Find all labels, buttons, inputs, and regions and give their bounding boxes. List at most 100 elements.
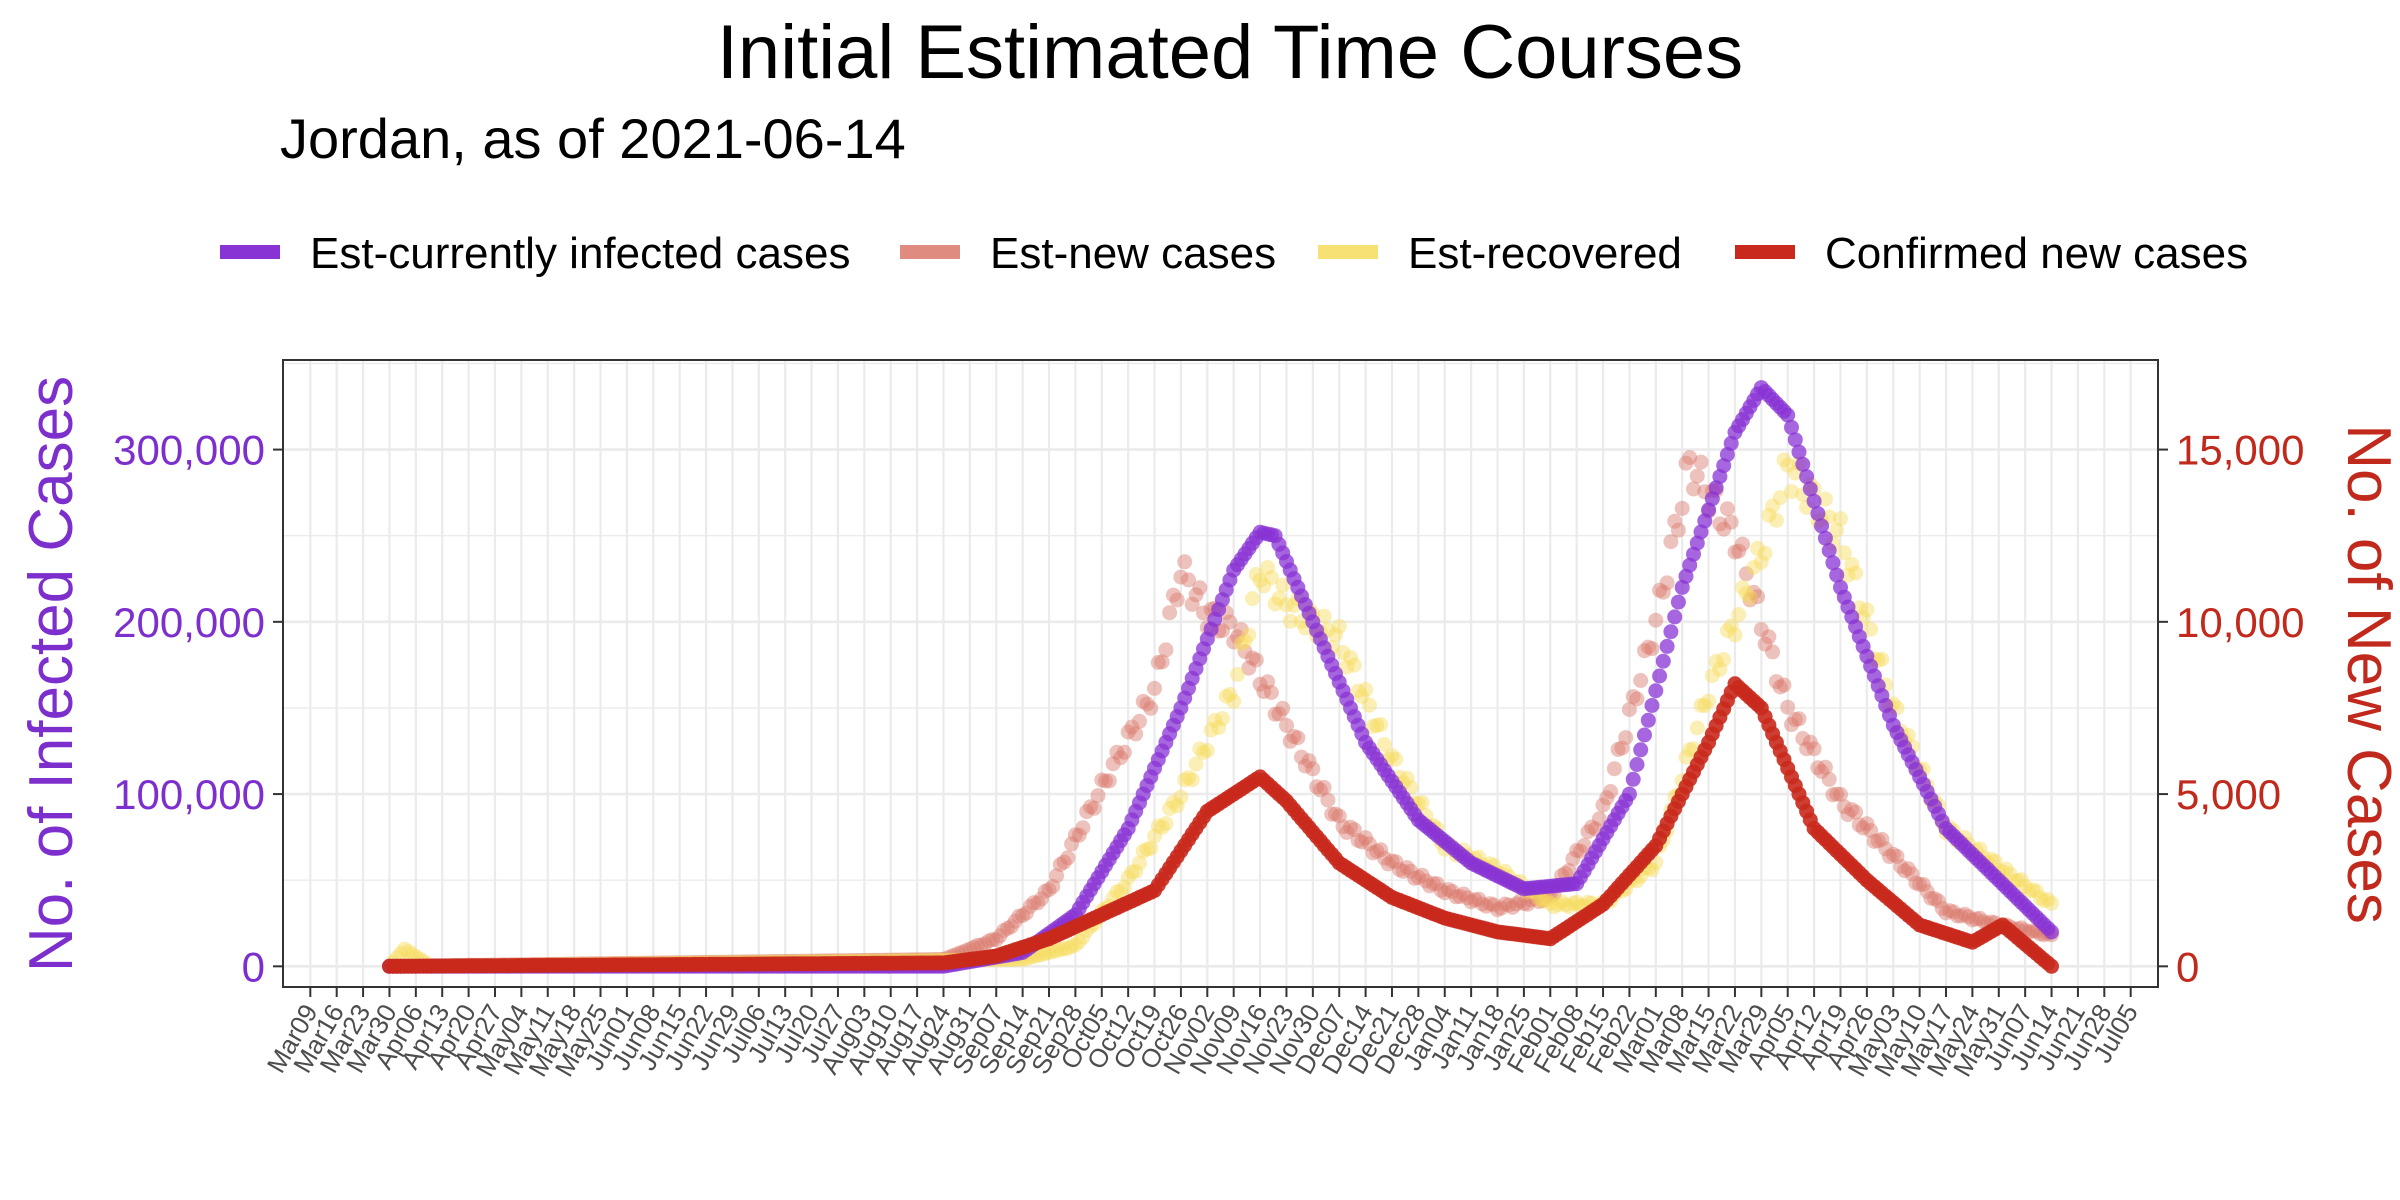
data-point: [1305, 761, 1321, 777]
data-point: [1844, 802, 1860, 818]
data-point: [1915, 877, 1931, 892]
data-point: [1139, 696, 1155, 712]
data-point: [1848, 804, 1864, 820]
data-point: [1067, 827, 1083, 843]
data-point: [1124, 864, 1140, 880]
data-point: [1034, 891, 1049, 907]
data-point: [1591, 811, 1607, 827]
data-point: [1968, 911, 1984, 927]
data-point: [1776, 452, 1792, 468]
data-point: [2044, 895, 2059, 911]
data-point: [1550, 897, 1566, 913]
data-point: [1761, 507, 1777, 523]
data-point: [1173, 789, 1189, 805]
data-point: [1320, 792, 1336, 808]
y-axis-right-title: No. of New Cases: [2334, 424, 2400, 924]
data-point: [1806, 741, 1822, 757]
data-point: [1248, 652, 1264, 668]
data-point: [1927, 891, 1943, 907]
data-point: [1719, 623, 1735, 639]
data-point: [1931, 893, 1946, 909]
data-point: [1938, 905, 1954, 921]
data-point: [1169, 798, 1185, 814]
data-point: [1840, 807, 1856, 823]
data-point: [1520, 896, 1536, 912]
data-point: [1885, 846, 1901, 862]
data-point: [397, 941, 412, 957]
data-point: [1162, 800, 1178, 816]
y-left-tick-label: 200,000: [113, 599, 265, 646]
data-point: [1101, 773, 1117, 789]
data-point: [1214, 623, 1230, 639]
data-point: [1670, 594, 1686, 610]
data-point: [1181, 770, 1196, 786]
data-point: [1105, 756, 1121, 772]
data-point: [1621, 786, 1637, 802]
data-point: [1256, 578, 1272, 594]
data-point: [1810, 760, 1826, 776]
data-point: [1037, 883, 1053, 899]
series-recovered: [382, 452, 2059, 974]
data-point: [1392, 862, 1407, 878]
data-point: [1343, 650, 1358, 666]
data-point: [1173, 569, 1189, 585]
data-point: [1531, 894, 1547, 910]
data-point: [1904, 866, 1920, 882]
data-point: [1629, 757, 1645, 772]
data-point: [1546, 899, 1562, 915]
data-point: [1331, 808, 1347, 824]
data-point: [1844, 556, 1860, 572]
data-point: [1181, 572, 1196, 588]
data-point: [1410, 869, 1426, 885]
data-point: [1833, 786, 1848, 802]
data-point: [1493, 900, 1509, 916]
data-point: [1256, 684, 1272, 700]
data-point: [1802, 481, 1818, 497]
data-point: [1806, 493, 1822, 509]
data-point: [1501, 897, 1517, 913]
data-point: [1784, 717, 1799, 733]
data-point: [1652, 668, 1668, 684]
data-point: [1279, 717, 1294, 733]
data-point: [1418, 873, 1434, 889]
y-right-tick-label: 5,000: [2176, 771, 2281, 818]
data-point: [1263, 685, 1279, 700]
data-point: [1750, 540, 1766, 556]
y-right-tick-label: 15,000: [2176, 427, 2304, 474]
data-point: [1625, 771, 1641, 787]
data-point: [1817, 491, 1833, 507]
data-point: [1188, 756, 1204, 772]
data-point: [1686, 481, 1701, 497]
data-point: [1633, 673, 1649, 688]
data-point: [1750, 589, 1766, 605]
data-point: [1263, 570, 1279, 586]
data-point: [1855, 820, 1871, 836]
data-point: [1165, 587, 1181, 603]
data-point: [1154, 654, 1170, 670]
data-point: [1723, 618, 1739, 634]
data-point: [1150, 818, 1166, 834]
data-point: [1361, 697, 1377, 713]
data-point: [1949, 908, 1965, 924]
data-point: [1723, 514, 1739, 530]
data-point: [393, 945, 409, 961]
data-point: [1889, 848, 1905, 864]
data-point: [1961, 909, 1977, 925]
data-point: [1007, 913, 1023, 929]
data-point: [1339, 824, 1355, 840]
data-point: [1787, 712, 1803, 727]
data-point: [1561, 899, 1577, 915]
data-point: [1738, 585, 1754, 601]
data-point: [1712, 516, 1728, 532]
data-point: [1052, 942, 1068, 958]
data-point: [1120, 724, 1136, 740]
data-point: [969, 937, 985, 953]
data-point: [1689, 720, 1705, 736]
data-point: [1674, 500, 1690, 516]
data-point: [1203, 722, 1219, 738]
data-point: [1316, 779, 1332, 795]
y-left-tick-label: 0: [242, 943, 265, 990]
data-point: [1422, 878, 1438, 894]
data-point: [1934, 900, 1950, 916]
